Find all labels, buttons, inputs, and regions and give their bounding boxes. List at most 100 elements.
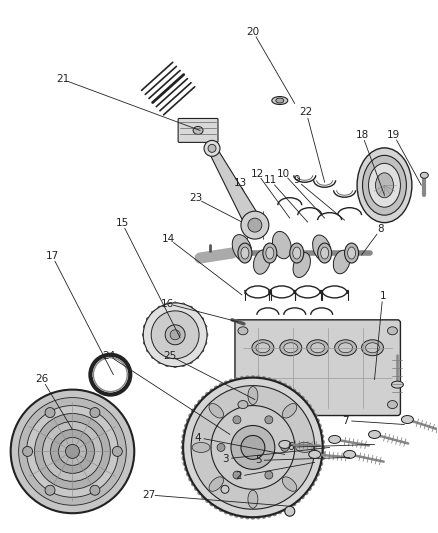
- Ellipse shape: [241, 247, 249, 259]
- Text: 22: 22: [300, 108, 313, 117]
- Circle shape: [191, 481, 196, 487]
- Circle shape: [90, 485, 100, 495]
- Circle shape: [272, 511, 277, 516]
- Text: 15: 15: [116, 218, 129, 228]
- Circle shape: [300, 395, 305, 401]
- Circle shape: [198, 400, 202, 405]
- Circle shape: [205, 392, 210, 397]
- Circle shape: [19, 398, 126, 505]
- Circle shape: [245, 375, 250, 381]
- Circle shape: [296, 392, 301, 397]
- Circle shape: [217, 443, 225, 451]
- Circle shape: [310, 481, 315, 487]
- Ellipse shape: [363, 155, 406, 215]
- FancyBboxPatch shape: [235, 320, 400, 416]
- Text: 3: 3: [222, 454, 229, 464]
- Circle shape: [256, 514, 261, 520]
- Ellipse shape: [256, 343, 270, 353]
- Circle shape: [23, 447, 32, 456]
- Circle shape: [194, 486, 199, 491]
- Ellipse shape: [368, 163, 400, 207]
- Ellipse shape: [293, 253, 311, 278]
- Ellipse shape: [290, 243, 304, 263]
- Circle shape: [165, 325, 185, 345]
- Circle shape: [181, 456, 187, 461]
- Circle shape: [188, 477, 193, 482]
- Ellipse shape: [193, 126, 203, 134]
- Circle shape: [251, 515, 255, 520]
- Circle shape: [112, 447, 122, 456]
- Circle shape: [282, 507, 287, 512]
- Circle shape: [318, 429, 323, 434]
- Text: 20: 20: [247, 27, 260, 37]
- FancyBboxPatch shape: [178, 118, 218, 142]
- Ellipse shape: [173, 360, 178, 368]
- Ellipse shape: [187, 356, 193, 364]
- Circle shape: [320, 445, 325, 450]
- Circle shape: [229, 378, 234, 384]
- Text: 26: 26: [35, 374, 49, 384]
- Text: 9: 9: [293, 175, 300, 185]
- Circle shape: [181, 434, 187, 439]
- Circle shape: [310, 408, 315, 414]
- Ellipse shape: [388, 327, 397, 335]
- Circle shape: [319, 456, 324, 461]
- Ellipse shape: [199, 340, 207, 345]
- Circle shape: [191, 408, 196, 414]
- Circle shape: [90, 408, 100, 417]
- Circle shape: [224, 381, 229, 385]
- Circle shape: [183, 461, 187, 466]
- Ellipse shape: [209, 403, 223, 418]
- Circle shape: [296, 498, 301, 503]
- Ellipse shape: [282, 403, 297, 418]
- Ellipse shape: [254, 250, 270, 274]
- Ellipse shape: [173, 302, 178, 310]
- Circle shape: [251, 375, 255, 380]
- Circle shape: [59, 438, 86, 465]
- Circle shape: [272, 378, 277, 384]
- Ellipse shape: [345, 243, 359, 263]
- Circle shape: [265, 416, 273, 424]
- Text: 27: 27: [142, 490, 156, 500]
- Circle shape: [11, 390, 134, 513]
- Circle shape: [291, 502, 297, 506]
- Circle shape: [281, 443, 289, 451]
- Ellipse shape: [199, 325, 207, 330]
- Ellipse shape: [284, 343, 298, 353]
- Circle shape: [214, 504, 219, 510]
- Ellipse shape: [197, 346, 204, 352]
- Circle shape: [66, 445, 79, 458]
- Ellipse shape: [146, 346, 154, 352]
- Circle shape: [183, 429, 187, 434]
- Ellipse shape: [192, 352, 199, 359]
- Circle shape: [318, 461, 323, 466]
- Circle shape: [184, 466, 189, 472]
- Text: 24: 24: [102, 351, 116, 361]
- Ellipse shape: [335, 340, 357, 356]
- Circle shape: [287, 504, 292, 510]
- Ellipse shape: [309, 450, 321, 458]
- Ellipse shape: [392, 381, 403, 388]
- Circle shape: [186, 472, 191, 477]
- Ellipse shape: [197, 317, 204, 324]
- Ellipse shape: [311, 343, 325, 353]
- Ellipse shape: [192, 311, 199, 318]
- Circle shape: [143, 303, 207, 367]
- Ellipse shape: [357, 148, 412, 223]
- Circle shape: [304, 490, 308, 495]
- Circle shape: [248, 218, 262, 232]
- Ellipse shape: [272, 96, 288, 104]
- Circle shape: [180, 445, 186, 450]
- Circle shape: [240, 514, 244, 519]
- Circle shape: [214, 385, 219, 390]
- Circle shape: [188, 413, 193, 418]
- Circle shape: [27, 406, 118, 497]
- Ellipse shape: [328, 435, 341, 443]
- Ellipse shape: [142, 332, 150, 337]
- Ellipse shape: [248, 386, 258, 405]
- Text: 21: 21: [56, 75, 69, 84]
- Text: 4: 4: [195, 433, 201, 442]
- Circle shape: [313, 413, 318, 418]
- Circle shape: [300, 494, 305, 499]
- Ellipse shape: [368, 431, 381, 439]
